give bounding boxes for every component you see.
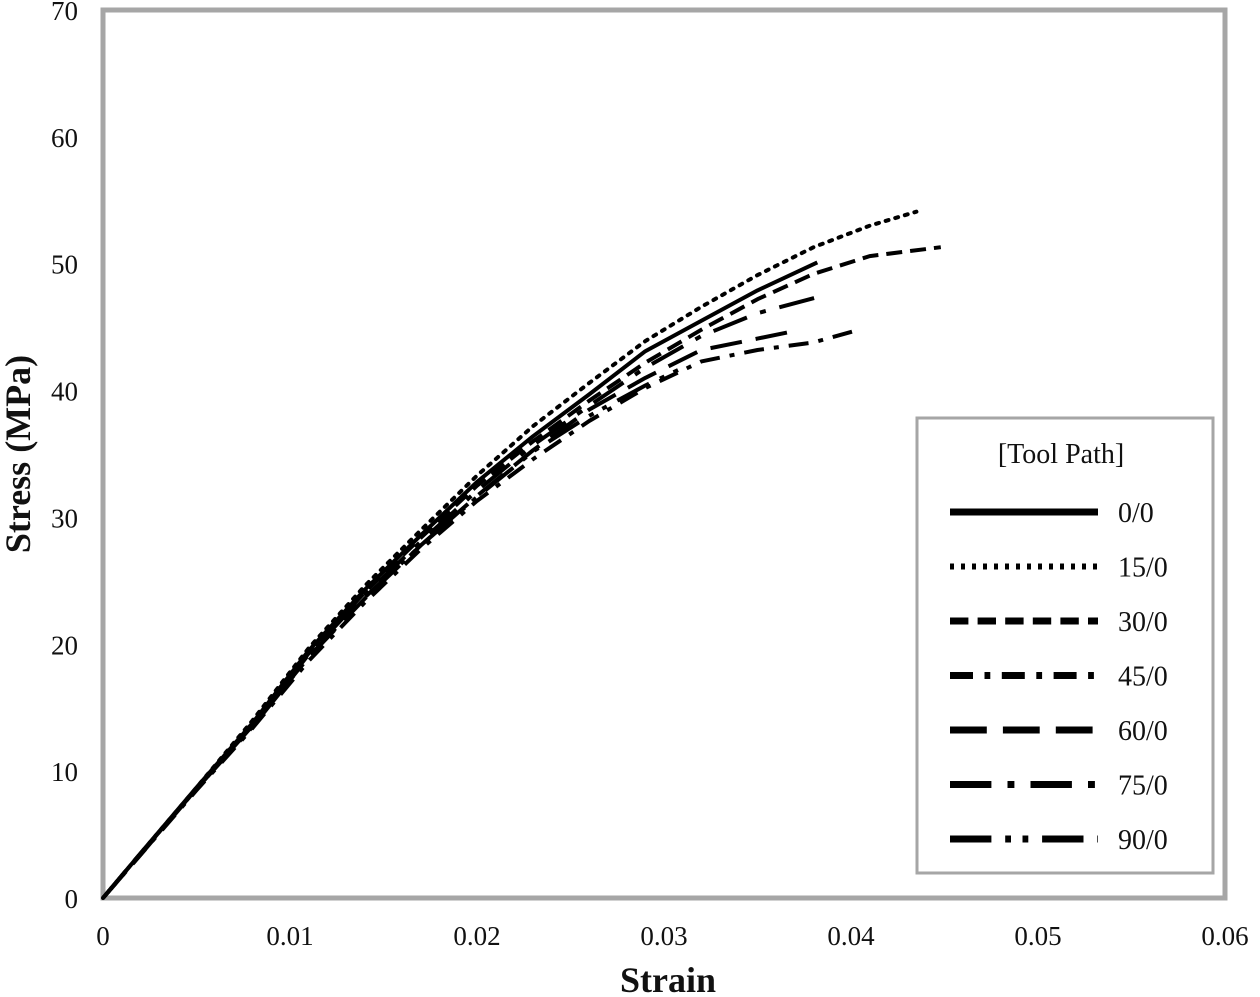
y-axis-title: Stress (MPa) [0,355,38,553]
y-tick-label: 0 [65,884,79,914]
y-tick-label: 30 [51,503,78,533]
y-axis-ticks: 0 10 20 30 40 50 60 70 [51,0,78,914]
series-line-30-0 [101,245,942,900]
y-tick-label: 50 [51,250,78,280]
x-tick-label: 0.05 [1014,921,1061,951]
series-line-45-0 [101,328,856,900]
legend-items: 0/0 15/0 30/0 45/0 60/0 75/0 90/0 [950,498,1168,856]
series-line-15-0 [101,209,919,900]
x-tick-label: 0.04 [827,921,875,951]
legend: [Tool Path] 0/0 15/0 30/0 45/0 60/0 75/0 90/0 [915,416,1215,875]
x-tick-label: 0.03 [640,921,687,951]
legend-label: 90/0 [1118,825,1168,856]
legend-label: 15/0 [1118,553,1168,584]
x-tick-label: 0 [96,921,110,951]
y-tick-label: 10 [51,757,78,787]
legend-label: 30/0 [1118,607,1168,638]
y-tick-label: 40 [51,377,78,407]
y-tick-label: 20 [51,630,78,660]
legend-title: [Tool Path] [998,439,1124,470]
legend-label: 60/0 [1118,716,1168,747]
x-axis-title: Strain [620,960,716,997]
legend-box [915,416,1215,875]
series-lines [101,209,942,900]
legend-label: 45/0 [1118,662,1168,693]
x-axis-ticks: 0 0.01 0.02 0.03 0.04 0.05 0.06 [96,921,1248,951]
series-line-90-0 [101,363,690,900]
series-line-75-0 [101,294,820,900]
y-tick-label: 60 [51,123,78,153]
legend-label: 75/0 [1118,771,1168,802]
x-tick-label: 0.06 [1201,921,1248,951]
legend-label: 0/0 [1118,498,1154,529]
x-tick-label: 0.01 [266,921,313,951]
x-tick-label: 0.02 [453,921,500,951]
y-tick-label: 70 [51,0,78,26]
